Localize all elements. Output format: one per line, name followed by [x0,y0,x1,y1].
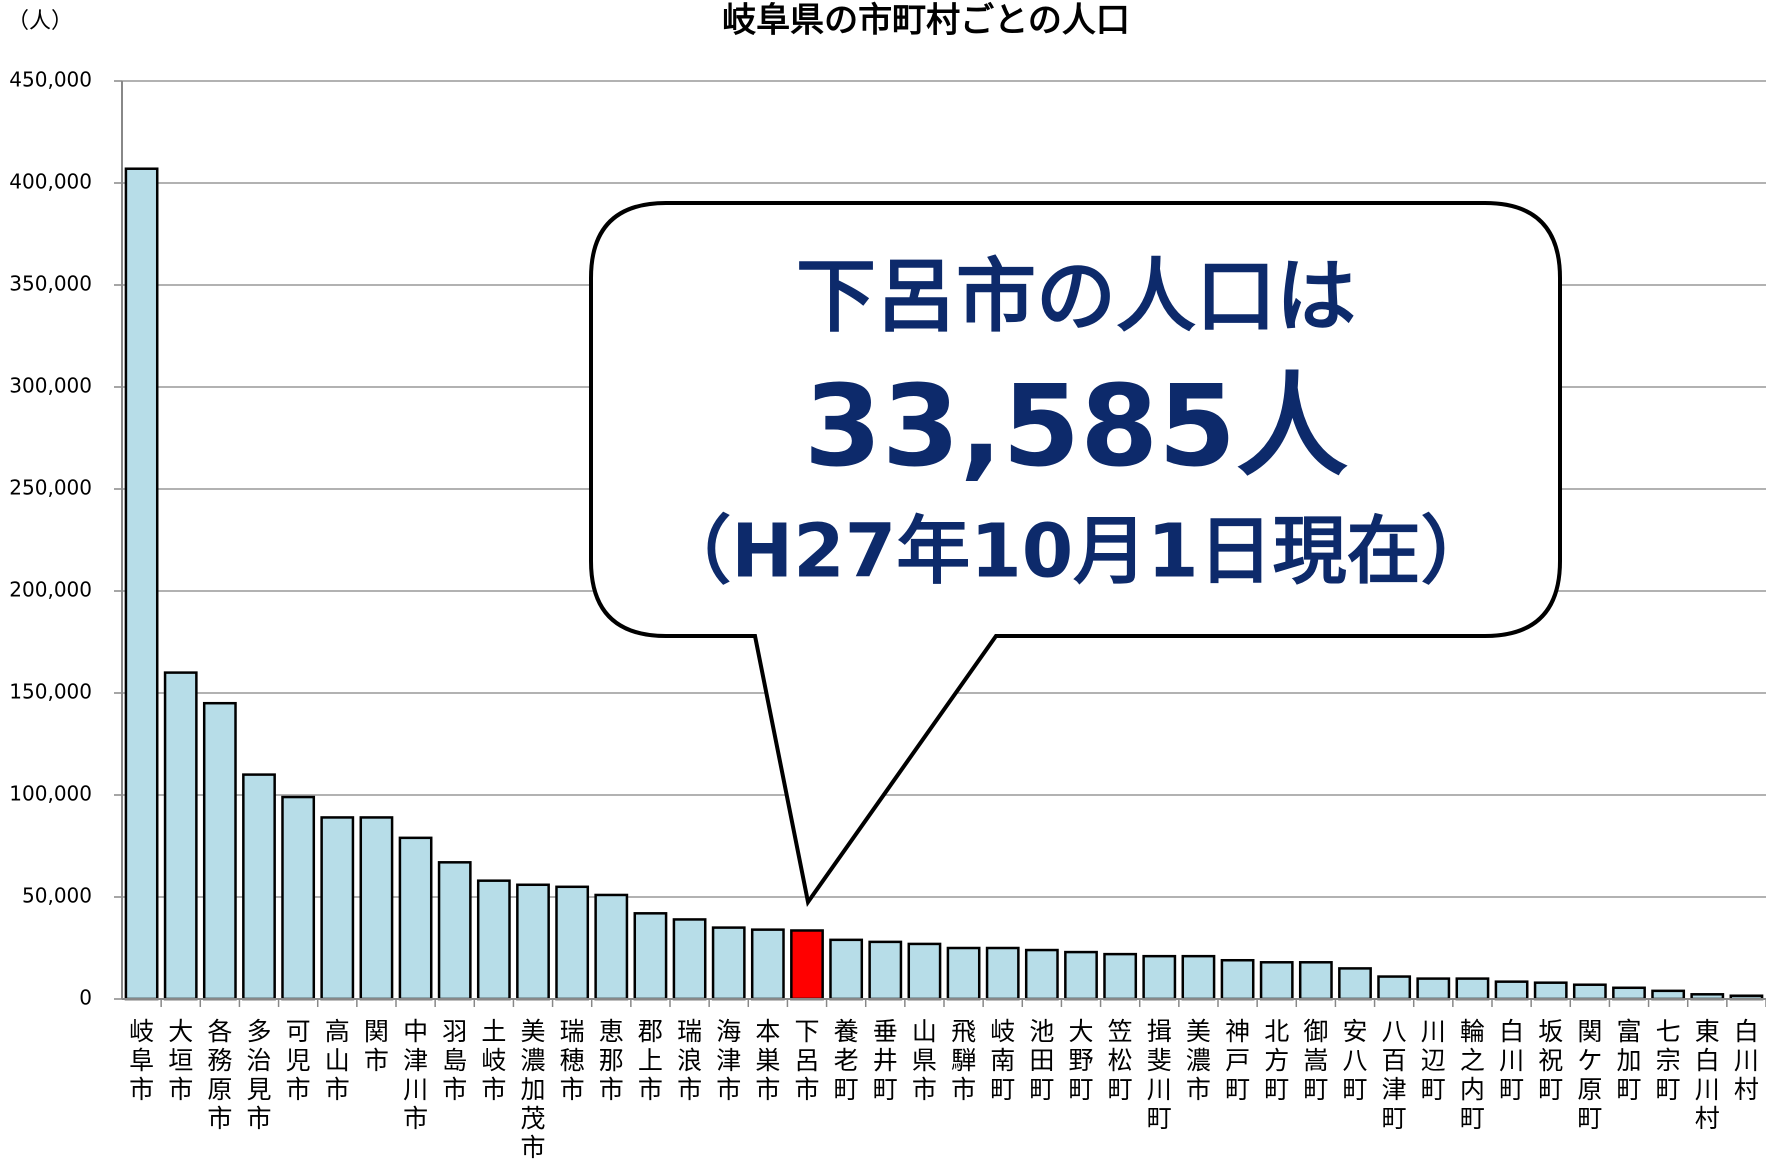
x-tick-label: 八百津町 [1382,1017,1407,1133]
y-tick-label: 200,000 [9,578,92,602]
x-tick-label: 岐南町 [990,1017,1015,1104]
bar [1455,977,1490,1001]
bar [1494,980,1529,1001]
y-tick-label: 250,000 [9,476,92,500]
y-tick-label: 150,000 [9,680,92,704]
bar [1338,967,1372,1001]
bar [672,918,707,1001]
bar [750,928,785,1001]
y-tick-label: 300,000 [9,374,92,398]
x-tick-label: 土岐市 [481,1017,506,1104]
bar [1220,958,1255,1001]
bar [202,701,237,1001]
x-tick-label: 恵那市 [599,1017,624,1104]
x-tick-label: 羽島市 [442,1017,467,1104]
x-tick-label: 北方町 [1264,1017,1289,1104]
callout-line1: 下呂市の人口は [796,250,1356,343]
y-axis-label: （人） [7,9,73,34]
bar [1103,952,1138,1001]
x-tick-label: 養老町 [834,1017,859,1104]
x-tick-label: 美濃加茂市 [520,1017,545,1162]
x-tick-label: 神戸町 [1225,1017,1250,1104]
bar [633,912,668,1001]
x-tick-label: 白川町 [1499,1017,1524,1104]
bar [790,929,824,1001]
y-tick-label: 50,000 [22,884,92,908]
bar [711,926,746,1001]
y-tick-label: 0 [79,986,92,1010]
bar [985,946,1020,1001]
bar [1259,961,1294,1001]
x-tick-label: 輪之内町 [1460,1017,1485,1133]
x-tick-label: 中津川市 [403,1017,428,1133]
x-tick-label: 御嵩町 [1303,1017,1328,1104]
x-tick-label: 美濃市 [1186,1017,1211,1104]
x-tick-label: 郡上市 [638,1017,663,1104]
bar [868,940,903,1001]
callout-line2: 33,585人 [804,362,1348,492]
x-tick-label: 揖斐川町 [1147,1017,1172,1133]
bar [1377,975,1412,1001]
bar [1416,977,1451,1001]
bar [476,879,511,1001]
x-tick-label: 関市 [364,1017,389,1075]
chart-title: 岐阜県の市町村ごとの人口 [722,1,1130,41]
bar [398,836,433,1001]
bar [907,942,942,1001]
x-tick-label: 瑞穂市 [560,1017,585,1104]
callout-line3: （H27年10月1日現在） [657,509,1494,595]
x-tick-label: 七宗町 [1656,1017,1681,1104]
x-tick-label: 関ケ原町 [1577,1017,1602,1133]
bar [1142,954,1177,1001]
x-tick-label: 岐阜市 [129,1017,154,1104]
y-tick-label: 450,000 [9,68,92,92]
bar [1612,986,1646,1001]
bar [1064,950,1098,1001]
bar [281,795,316,1001]
x-tick-label: 本巣市 [755,1017,780,1104]
x-tick-label: 山県市 [912,1017,937,1104]
bar [946,946,981,1001]
x-tick-label: 安八町 [1342,1017,1367,1104]
bar [829,938,864,1001]
bar [320,816,355,1001]
bar [555,885,590,1001]
y-tick-label: 100,000 [9,782,92,806]
bar [242,773,276,1001]
x-tick-label: 瑞浪市 [677,1017,702,1104]
x-tick-label: 大野町 [1068,1017,1093,1104]
x-tick-label: 白川村 [1734,1017,1759,1104]
bar [594,893,629,1001]
x-tick-label: 飛騨市 [951,1017,976,1104]
x-tick-label: 多治見市 [246,1017,271,1133]
x-tick-label: 坂祝町 [1538,1017,1563,1104]
bar [1533,981,1568,1001]
x-tick-label: 大垣市 [168,1017,193,1104]
x-tick-label: 東白川村 [1695,1017,1720,1133]
y-tick-label: 400,000 [9,170,92,194]
bar [1651,989,1686,1001]
x-tick-label: 垂井町 [873,1017,898,1104]
bar [1572,983,1607,1001]
bar [124,167,159,1001]
x-tick-label: 各務原市 [207,1017,232,1133]
x-tick-label: 下呂市 [794,1017,819,1104]
bar [437,861,472,1001]
x-tick-label: 池田町 [1029,1017,1054,1104]
x-tick-label: 高山市 [325,1017,350,1104]
x-tick-label: 笠松町 [1108,1017,1133,1104]
x-tick-label: 富加町 [1616,1017,1641,1104]
bar [1181,954,1216,1001]
x-tick-label: 海津市 [716,1017,741,1104]
bar [516,883,550,1001]
x-tick-label: 可児市 [286,1017,311,1104]
callout-bubble [589,201,1562,907]
x-tick-label: 川辺町 [1421,1017,1446,1104]
y-tick-label: 350,000 [9,272,92,296]
bar [1298,961,1333,1001]
bar [359,816,394,1001]
bar [1024,948,1059,1001]
bar [163,671,198,1001]
